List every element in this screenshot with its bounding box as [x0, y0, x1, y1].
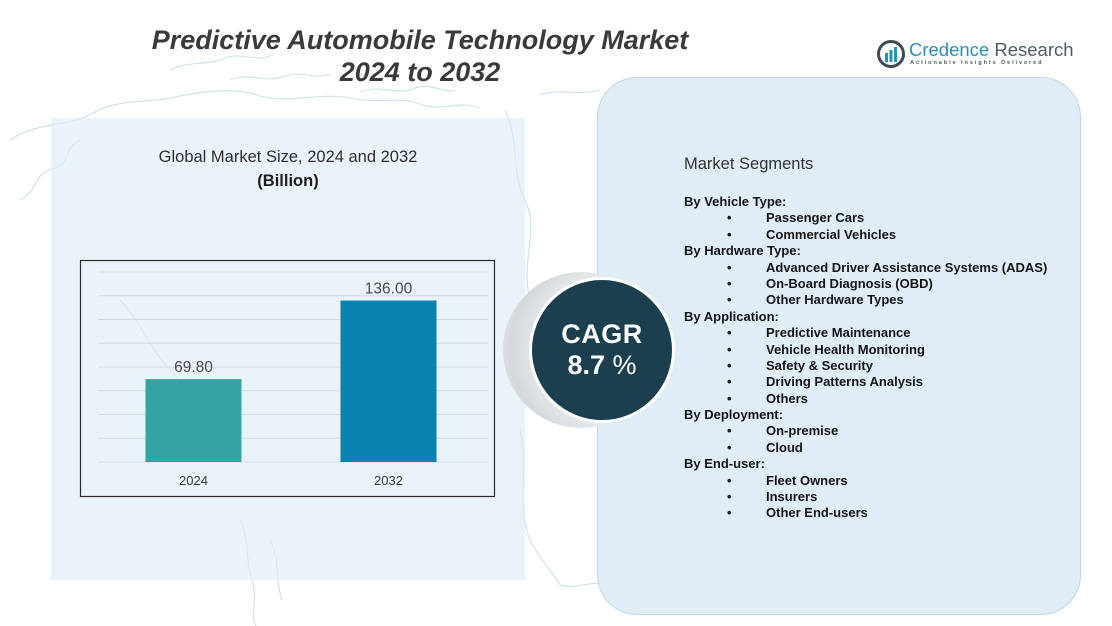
chart-frame: [79, 259, 496, 498]
title-line-1: Predictive Automobile Technology Market: [151, 25, 689, 55]
cagr-unit: %: [612, 350, 637, 380]
bar-chart-circle-logo-icon: [877, 40, 905, 68]
segment-list-item: • Commercial Vehicles: [684, 227, 1074, 243]
bullet-icon: •: [727, 226, 732, 242]
segments-list: By Vehicle Type: • Passenger Cars • Commerci…: [684, 194, 1074, 522]
bullet-icon: •: [727, 505, 732, 521]
cagr-badge: CAGR 8.7 %: [529, 277, 675, 423]
cagr-label: CAGR: [561, 319, 643, 349]
market-segments-panel: [597, 77, 1081, 615]
cagr-number: 8.7: [567, 350, 605, 380]
chart-labels: 69.80 2024 136.00 2032: [174, 281, 412, 489]
bullet-icon: •: [727, 357, 732, 373]
segment-list-item: • Vehicle Health Monitoring: [684, 342, 1074, 358]
segment-item-label: Advanced Driver Assistance Systems (ADAS…: [766, 259, 1048, 275]
bullet-icon: •: [727, 390, 732, 406]
logo-name-research: Research: [994, 39, 1074, 60]
segment-item-label: Passenger Cars: [766, 210, 865, 226]
segment-item-label: On-Board Diagnosis (OBD): [766, 275, 933, 291]
segment-item-label: Commercial Vehicles: [766, 226, 897, 242]
bullet-icon: •: [727, 489, 732, 505]
bullet-icon: •: [727, 472, 732, 488]
segment-item-label: Vehicle Health Monitoring: [766, 341, 925, 357]
segment-list-item: • Fleet Owners: [684, 473, 1074, 489]
bullet-icon: •: [727, 325, 732, 341]
segment-group-heading: By Hardware Type:: [684, 243, 801, 259]
logo-tagline: Actionable Insights Delivered: [910, 60, 1044, 66]
segment-group-heading: By Application:: [684, 308, 779, 324]
credence-research-logo[interactable]: Credence Research Actionable Insights De…: [877, 38, 1074, 72]
market-size-panel: [51, 118, 525, 580]
segment-item-label: Fleet Owners: [766, 472, 848, 488]
segment-item-label: Safety & Security: [766, 357, 873, 373]
x-tick-label: 2024: [179, 473, 208, 488]
segment-group-heading: By Vehicle Type:: [684, 194, 787, 209]
segment-list-item: • Other Hardware Types: [684, 292, 1074, 308]
segments-title: Market Segments: [684, 155, 814, 173]
chart-bars: [145, 300, 437, 462]
bullet-icon: •: [727, 259, 732, 275]
segment-item-label: Others: [766, 390, 808, 406]
chart-unit-label: (Billion): [257, 172, 319, 190]
chart-title: Global Market Size, 2024 and 2032: [158, 148, 418, 166]
bar-2032: [340, 300, 437, 462]
bullet-icon: •: [727, 374, 732, 390]
segment-item-label: Other End-users: [766, 505, 868, 521]
bar-2024: [145, 379, 242, 462]
segment-group-heading: By Deployment:: [684, 407, 783, 423]
segment-item-label: Driving Patterns Analysis: [766, 374, 924, 390]
segment-list-item: • Predictive Maintenance: [684, 325, 1074, 341]
logo-wordmark: Credence Research: [909, 39, 1074, 61]
segment-group-heading: By End-user:: [684, 456, 765, 472]
x-tick-label: 2032: [374, 473, 403, 488]
segment-list-item: • Advanced Driver Assistance Systems (ADA…: [684, 260, 1074, 276]
bullet-icon: •: [727, 439, 732, 455]
data-label: 69.80: [174, 359, 213, 376]
title-line-2: 2024 to 2032: [339, 57, 501, 87]
segment-list-item: • Others: [684, 391, 1074, 407]
segment-item-label: Cloud: [766, 439, 803, 455]
segment-list-item: • Safety & Security: [684, 358, 1074, 374]
page-title: Predictive Automobile Technology Market …: [120, 24, 720, 88]
segment-list-item: • Driving Patterns Analysis: [684, 374, 1074, 390]
bullet-icon: •: [727, 210, 732, 226]
bullet-icon: •: [727, 423, 732, 439]
segment-item-label: Insurers: [766, 489, 818, 505]
cagr-value: 8.7 %: [567, 350, 636, 381]
bullet-icon: •: [727, 341, 732, 357]
segment-list-item: • Passenger Cars: [684, 210, 1074, 226]
data-label: 136.00: [365, 281, 413, 298]
segment-list-item: • Insurers: [684, 489, 1074, 505]
bullet-icon: •: [727, 292, 732, 308]
segment-list-item: • Other End-users: [684, 505, 1074, 521]
segment-list-item: • On-premise: [684, 423, 1074, 439]
segment-list-item: • Cloud: [684, 440, 1074, 456]
logo-name-credence: Credence: [909, 39, 990, 60]
segment-list-item: • On-Board Diagnosis (OBD): [684, 276, 1074, 292]
bullet-icon: •: [727, 275, 732, 291]
segment-item-label: Predictive Maintenance: [766, 325, 911, 341]
segment-item-label: Other Hardware Types: [766, 292, 904, 308]
segment-item-label: On-premise: [766, 423, 839, 439]
